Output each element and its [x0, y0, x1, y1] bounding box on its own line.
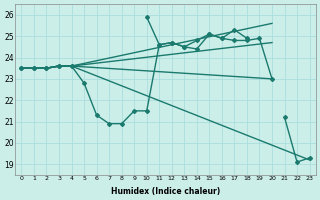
X-axis label: Humidex (Indice chaleur): Humidex (Indice chaleur): [111, 187, 220, 196]
